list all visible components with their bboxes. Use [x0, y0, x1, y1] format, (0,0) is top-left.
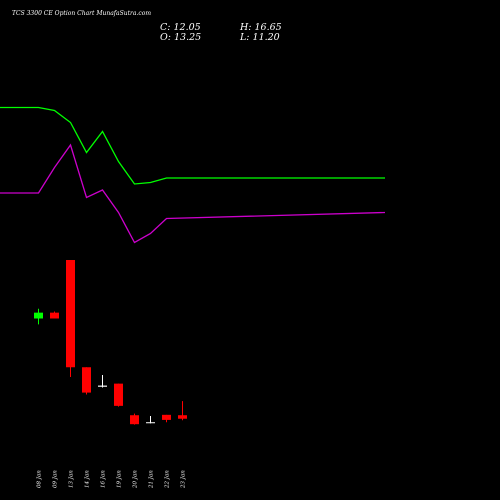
candle-body — [34, 312, 43, 319]
candle — [50, 311, 59, 319]
indicator-line-2 — [0, 143, 386, 244]
candle-body — [146, 422, 155, 424]
chart-title: TCS 3300 CE Option Chart MunafaSutra.com — [12, 10, 152, 17]
candle-body — [66, 260, 75, 368]
open-value: O: 13.25 — [160, 32, 202, 43]
candle-body — [130, 415, 139, 425]
candle — [130, 413, 139, 425]
indicator-line-1 — [0, 106, 385, 185]
candle — [98, 375, 107, 388]
date-label: 20 Jan — [133, 470, 139, 489]
high-value: H: 16.65 — [240, 22, 282, 33]
candle-body — [114, 383, 123, 406]
candle — [82, 367, 91, 395]
indicator-lines — [0, 106, 386, 244]
candle — [178, 401, 187, 421]
date-label: 19 Jan — [117, 470, 123, 488]
date-label: 13 Jan — [69, 470, 75, 488]
date-label: 16 Jan — [101, 470, 107, 488]
date-label: 23 Jan — [181, 470, 187, 489]
date-axis-labels: 08 Jan 09 Jan 13 Jan 14 Jan 16 Jan 19 Jan 20 J… — [37, 470, 187, 489]
candle-body — [178, 415, 187, 419]
candle — [66, 260, 75, 377]
candle — [146, 416, 155, 424]
date-label: 22 Jan — [165, 470, 171, 489]
candle — [162, 414, 171, 423]
date-label: 08 Jan — [37, 470, 43, 488]
candle — [114, 383, 123, 407]
candle — [34, 308, 43, 325]
candle-body — [50, 312, 59, 319]
candle-body — [162, 414, 171, 420]
date-label: 21 Jan — [149, 470, 155, 489]
candle-body — [82, 367, 91, 393]
low-value: L: 11.20 — [240, 32, 280, 43]
candle-body — [98, 385, 107, 387]
close-value: C: 12.05 — [160, 22, 201, 33]
candles — [34, 260, 187, 425]
date-label: 14 Jan — [85, 470, 91, 488]
date-label: 09 Jan — [53, 470, 59, 488]
